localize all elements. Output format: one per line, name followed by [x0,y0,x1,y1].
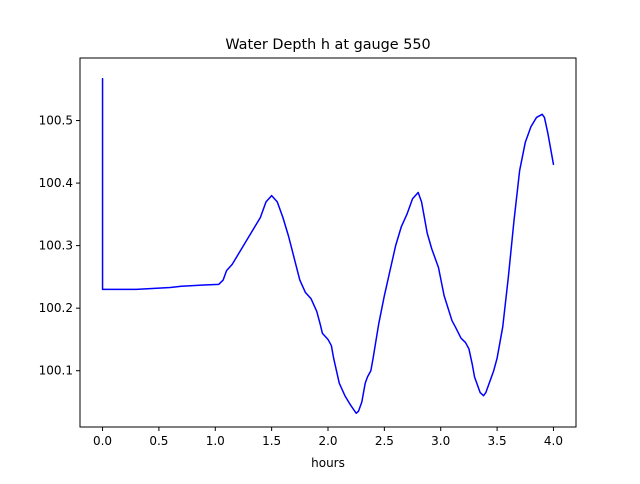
y-tick-label: 100.4 [39,176,73,190]
x-tick-label: 0.0 [93,434,112,448]
x-tick-label: 1.0 [206,434,225,448]
axes-frame [79,57,577,428]
chart-title: Water Depth h at gauge 550 [225,37,430,53]
plot-area [101,77,555,414]
x-axis: 0.0 0.5 1.0 1.5 2.0 2.5 3.0 3.5 4.0 [93,427,563,448]
x-axis-label: hours [311,456,345,470]
y-axis: 100.1 100.2 100.3 100.4 100.5 [39,114,80,378]
y-tick-label: 100.1 [39,364,73,378]
x-tick-label: 3.0 [431,434,450,448]
y-tick-label: 100.5 [39,114,73,128]
x-tick-label: 4.0 [544,434,563,448]
series-line-0 [101,77,555,414]
x-tick-label: 2.0 [318,434,337,448]
x-tick-label: 2.5 [375,434,394,448]
x-tick-label: 3.5 [488,434,507,448]
y-tick-label: 100.2 [39,301,73,315]
x-tick-label: 0.5 [149,434,168,448]
x-tick-label: 1.5 [262,434,281,448]
y-tick-label: 100.3 [39,239,73,253]
